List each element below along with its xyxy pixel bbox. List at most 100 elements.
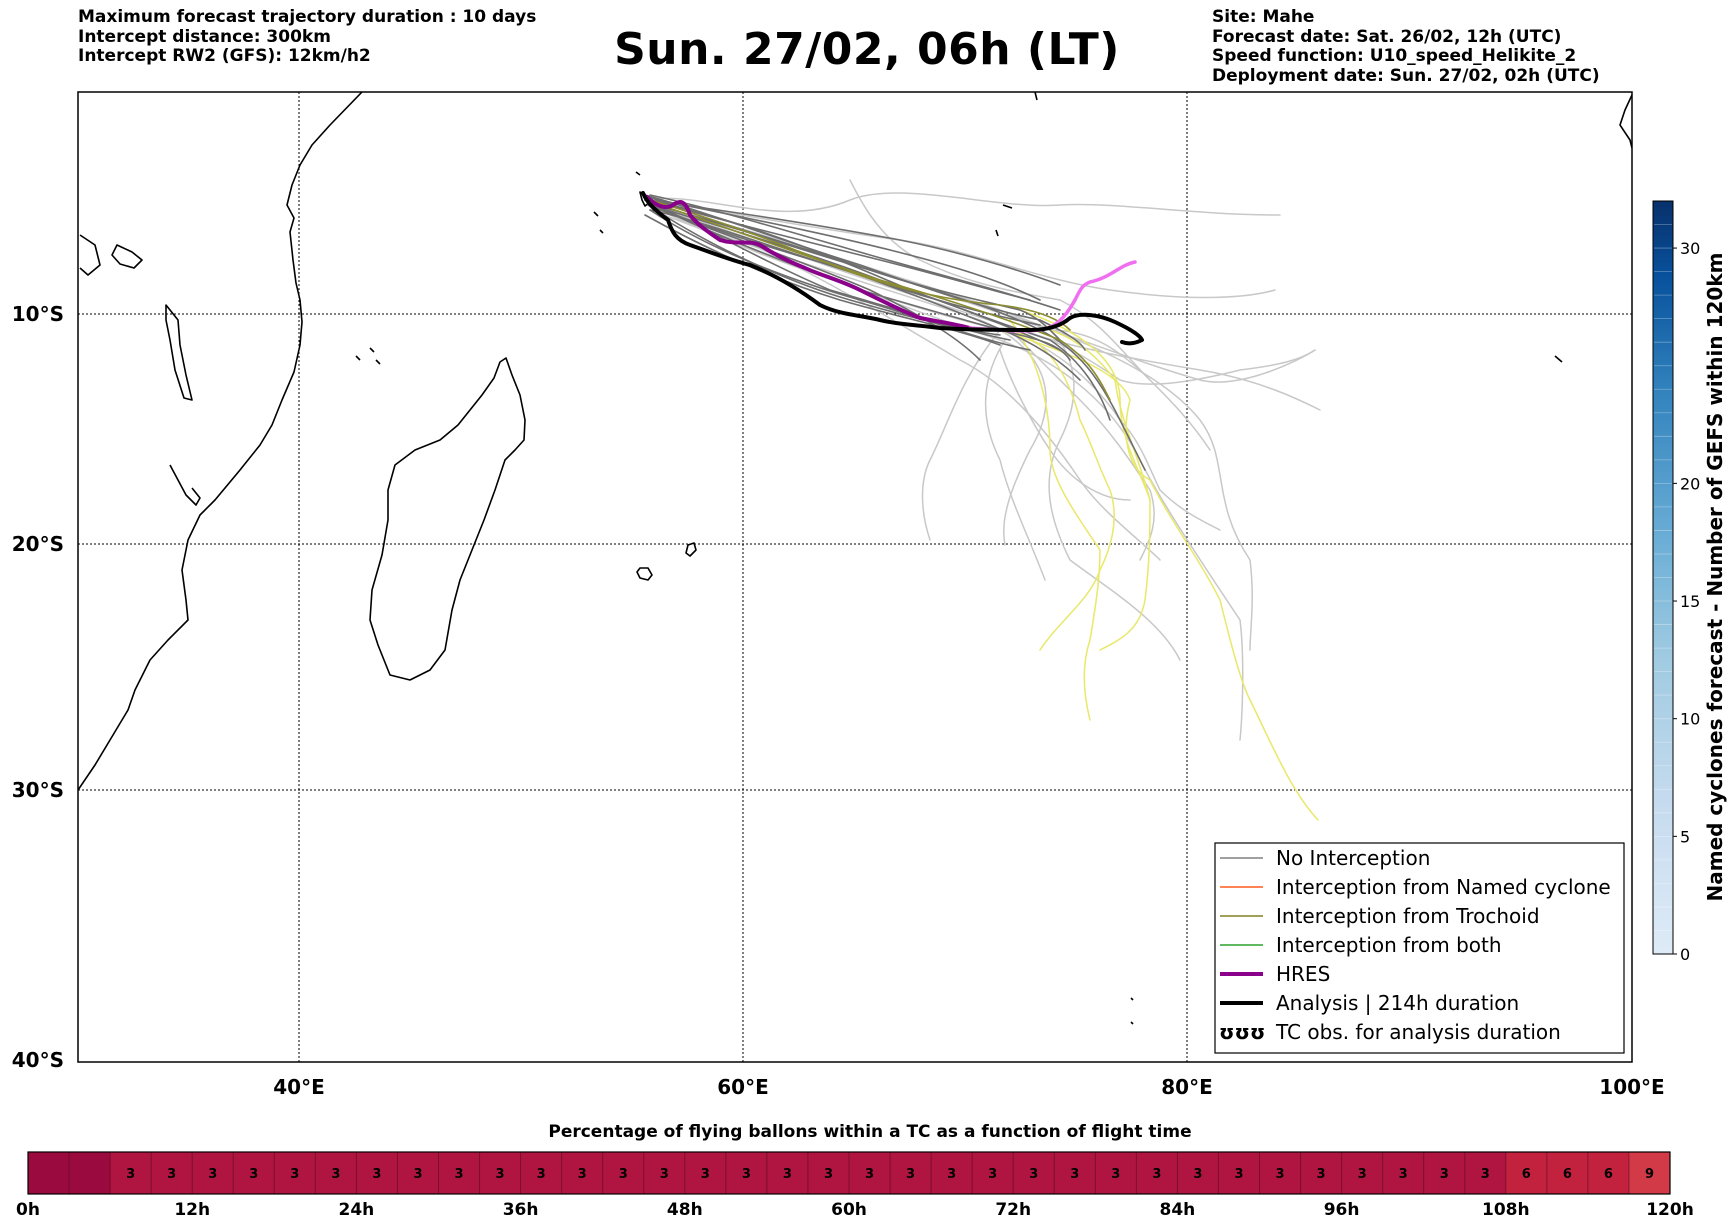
hour-label-96h: 96h — [1324, 1200, 1360, 1220]
pct-cell-value: 3 — [660, 1167, 669, 1182]
gefs-no-interception-faint — [644, 179, 1321, 741]
colorbar-tick-3: 15 — [1680, 592, 1700, 611]
pct-cell — [1628, 1152, 1671, 1194]
hour-label-24h: 24h — [339, 1200, 375, 1220]
pct-cell — [972, 1152, 1014, 1194]
colorbar-gradient — [1652, 200, 1674, 955]
pct-cell-value: 3 — [1317, 1167, 1326, 1182]
pct-cell — [1464, 1152, 1507, 1194]
pct-cell — [28, 1152, 70, 1194]
pct-cell-value: 3 — [1111, 1167, 1120, 1182]
pct-cell-value: 3 — [331, 1167, 340, 1182]
pct-cell — [766, 1152, 809, 1194]
lon-tick-60E: 60°E — [717, 1075, 769, 1099]
hres-trajectory — [645, 195, 972, 330]
pct-cell-value: 3 — [865, 1167, 874, 1182]
legend-entry-6: ʊʊʊ TC obs. for analysis duration — [1219, 1020, 1561, 1044]
pct-cell-value: 3 — [249, 1167, 258, 1182]
legend-entry-1: Interception from Named cyclone — [1220, 875, 1611, 899]
legend-label-1: Interception from Named cyclone — [1276, 875, 1611, 899]
pct-cell — [1095, 1152, 1137, 1194]
pct-cell — [1218, 1152, 1260, 1194]
lon-tick-80E: 80°E — [1161, 1075, 1213, 1099]
pct-cell — [479, 1152, 522, 1194]
right-info: Site: Mahe Forecast date: Sat. 26/02, 12… — [1212, 7, 1600, 86]
pct-cell — [233, 1152, 275, 1194]
pct-cell — [1341, 1152, 1384, 1194]
pct-cell-value: 6 — [1563, 1167, 1572, 1182]
pct-cell — [561, 1152, 604, 1194]
pct-cell-value: 3 — [578, 1167, 587, 1182]
tc-obs-symbol-icon: ʊʊʊ — [1219, 1020, 1265, 1044]
legend-label-5: Analysis | 214h duration — [1276, 991, 1519, 1015]
amsterdam-island-coastline — [1130, 997, 1134, 1025]
pct-cell-value: 3 — [167, 1167, 176, 1182]
pct-cell — [807, 1152, 850, 1194]
left-info: Maximum forecast trajectory duration : 1… — [78, 7, 536, 67]
pct-cell-value: 3 — [988, 1167, 997, 1182]
hour-label-48h: 48h — [667, 1200, 703, 1220]
legend-label-0: No Interception — [1276, 846, 1430, 870]
hour-label-0h: 0h — [16, 1200, 40, 1220]
pct-cell-value: 3 — [619, 1167, 628, 1182]
pct-cell — [1382, 1152, 1425, 1194]
pct-cell-value: 6 — [1522, 1167, 1531, 1182]
hour-label-108h: 108h — [1482, 1200, 1530, 1220]
legend-entry-0: No Interception — [1220, 846, 1430, 870]
lat-tick-10S: 10°S — [12, 302, 64, 326]
legend-label-3: Interception from both — [1276, 933, 1502, 957]
maldives-coastline — [995, 92, 1038, 237]
colorbar-tick-2: 10 — [1680, 710, 1700, 729]
christmas-island-coastline — [1554, 355, 1563, 363]
pct-cell-value: 3 — [1481, 1167, 1490, 1182]
pct-cell — [356, 1152, 398, 1194]
pct-cell — [931, 1152, 973, 1194]
analysis-trajectory — [641, 191, 1144, 346]
pct-cell — [315, 1152, 357, 1194]
pct-cell-value: 3 — [413, 1167, 422, 1182]
pct-cell — [849, 1152, 891, 1194]
pct-cell — [643, 1152, 686, 1194]
percentage-bar: Percentage of flying ballons within a TC… — [16, 1122, 1694, 1220]
legend-entry-5: Analysis | 214h duration — [1220, 991, 1519, 1015]
legend-entry-2: Interception from Trochoid — [1220, 904, 1540, 928]
lon-tick-40E: 40°E — [273, 1075, 325, 1099]
pct-cell-value: 3 — [1152, 1167, 1161, 1182]
pct-bar-frame — [27, 1151, 1671, 1195]
gefs-interception-trochoid-dark — [649, 199, 1111, 401]
map-frame — [77, 91, 1633, 1063]
lake-victoria-coastline — [79, 234, 101, 276]
lat-tick-40S: 40°S — [12, 1048, 64, 1072]
info-intercept-distance: Intercept distance: 300km — [78, 26, 331, 47]
pct-cell — [1177, 1152, 1219, 1194]
pct-cell-value: 3 — [1070, 1167, 1079, 1182]
pct-cell — [151, 1152, 193, 1194]
pct-cell — [397, 1152, 439, 1194]
pct-cell-value: 3 — [290, 1167, 299, 1182]
percentage-bar-title: Percentage of flying ballons within a TC… — [548, 1122, 1191, 1142]
madagascar-coastline — [369, 357, 526, 681]
hour-label-36h: 36h — [503, 1200, 539, 1220]
pct-cell-value: 3 — [537, 1167, 546, 1182]
hour-label-12h: 12h — [174, 1200, 210, 1220]
pct-cell — [1013, 1152, 1055, 1194]
pct-cell-value: 3 — [208, 1167, 217, 1182]
legend-label-6: TC obs. for analysis duration — [1275, 1020, 1561, 1044]
pct-cell — [684, 1152, 727, 1194]
pct-cell-value: 3 — [126, 1167, 135, 1182]
info-intercept-rw2: Intercept RW2 (GFS): 12km/h2 — [78, 46, 371, 66]
pct-cell-value: 3 — [1029, 1167, 1038, 1182]
colorbar-tick-1: 5 — [1680, 827, 1690, 846]
colorbar-tick-0: 0 — [1680, 945, 1690, 964]
colorbar-label: Named cyclones forecast - Number of GEFS… — [1703, 253, 1727, 902]
legend: No Interception Interception from Named c… — [1214, 842, 1625, 1054]
hour-label-84h: 84h — [1160, 1200, 1196, 1220]
legend-label-4: HRES — [1276, 962, 1330, 986]
pct-cell-value: 3 — [372, 1167, 381, 1182]
pct-cell — [1054, 1152, 1096, 1194]
pct-cell-value: 3 — [824, 1167, 833, 1182]
pct-cell-value: 9 — [1645, 1167, 1654, 1182]
pct-cell — [1300, 1152, 1343, 1194]
info-forecast-date: Forecast date: Sat. 26/02, 12h (UTC) — [1212, 26, 1562, 47]
